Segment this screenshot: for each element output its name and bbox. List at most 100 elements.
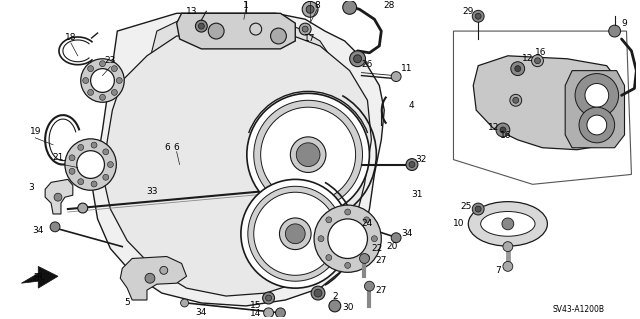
Circle shape	[69, 168, 75, 174]
Circle shape	[503, 242, 513, 252]
Circle shape	[328, 219, 367, 258]
Circle shape	[302, 26, 308, 32]
Circle shape	[476, 206, 481, 212]
Circle shape	[296, 143, 320, 167]
Text: 11: 11	[401, 64, 413, 73]
Circle shape	[343, 0, 356, 14]
Circle shape	[476, 13, 481, 19]
Circle shape	[285, 224, 305, 244]
Text: 12: 12	[488, 123, 500, 132]
Circle shape	[100, 94, 106, 100]
Circle shape	[472, 203, 484, 215]
Circle shape	[262, 292, 275, 304]
Circle shape	[111, 66, 117, 71]
Circle shape	[300, 23, 311, 35]
Circle shape	[371, 236, 378, 242]
Text: 7: 7	[495, 266, 501, 275]
Circle shape	[78, 145, 84, 150]
Circle shape	[510, 94, 522, 106]
Circle shape	[587, 115, 607, 135]
Text: 16: 16	[535, 48, 546, 57]
Text: 27: 27	[376, 286, 387, 295]
Circle shape	[311, 286, 325, 300]
Circle shape	[253, 100, 362, 209]
Ellipse shape	[468, 202, 547, 246]
Circle shape	[302, 1, 318, 17]
Circle shape	[241, 179, 349, 288]
Text: 1: 1	[243, 1, 249, 10]
Text: 29: 29	[463, 7, 474, 16]
Circle shape	[345, 209, 351, 215]
Circle shape	[108, 162, 113, 167]
Circle shape	[54, 193, 62, 201]
Circle shape	[579, 107, 614, 143]
Text: 12: 12	[522, 54, 533, 63]
Text: 9: 9	[621, 19, 627, 28]
Circle shape	[88, 66, 93, 71]
Polygon shape	[150, 19, 335, 122]
Circle shape	[77, 151, 104, 178]
Circle shape	[391, 72, 401, 81]
Circle shape	[305, 180, 315, 190]
Text: 10: 10	[452, 219, 464, 228]
Circle shape	[91, 142, 97, 148]
Circle shape	[532, 55, 543, 67]
Circle shape	[208, 23, 224, 39]
Circle shape	[248, 186, 343, 281]
Text: 34: 34	[196, 308, 207, 317]
Text: 6: 6	[164, 143, 170, 152]
Circle shape	[515, 66, 521, 72]
Circle shape	[409, 162, 415, 167]
Circle shape	[271, 28, 286, 44]
Text: 32: 32	[415, 155, 426, 164]
Text: 21: 21	[52, 153, 64, 162]
Circle shape	[513, 97, 519, 103]
Circle shape	[69, 155, 75, 161]
Circle shape	[314, 205, 381, 272]
Circle shape	[365, 281, 374, 291]
Text: 34: 34	[33, 226, 44, 235]
Text: 33: 33	[146, 187, 157, 196]
Circle shape	[364, 255, 369, 261]
Polygon shape	[21, 266, 58, 288]
Circle shape	[50, 222, 60, 232]
Text: 2: 2	[332, 292, 338, 300]
Circle shape	[391, 233, 401, 243]
Circle shape	[103, 174, 109, 180]
Circle shape	[360, 254, 369, 263]
Circle shape	[145, 273, 155, 283]
Circle shape	[575, 74, 619, 117]
Circle shape	[116, 78, 122, 84]
Text: 23: 23	[105, 56, 116, 65]
Text: 25: 25	[461, 202, 472, 211]
Circle shape	[585, 84, 609, 107]
Text: 24: 24	[362, 219, 373, 228]
Text: 22: 22	[372, 244, 383, 253]
Circle shape	[511, 62, 525, 76]
Circle shape	[280, 218, 311, 249]
Circle shape	[253, 192, 337, 275]
Circle shape	[406, 159, 418, 170]
Circle shape	[83, 78, 89, 84]
Polygon shape	[565, 70, 625, 148]
Text: 18: 18	[65, 33, 77, 41]
Ellipse shape	[481, 211, 535, 236]
Circle shape	[103, 149, 109, 155]
Text: 14: 14	[250, 309, 261, 318]
Circle shape	[291, 137, 326, 173]
Circle shape	[472, 10, 484, 22]
Circle shape	[100, 61, 106, 67]
Circle shape	[500, 127, 506, 133]
Text: 19: 19	[29, 127, 41, 137]
Circle shape	[266, 295, 271, 301]
Circle shape	[306, 5, 314, 13]
Circle shape	[364, 217, 369, 223]
Text: 4: 4	[408, 101, 414, 110]
Circle shape	[326, 217, 332, 223]
Circle shape	[269, 115, 348, 194]
Polygon shape	[120, 256, 186, 300]
Polygon shape	[473, 56, 621, 150]
Circle shape	[91, 181, 97, 187]
Text: 8: 8	[314, 1, 320, 10]
Circle shape	[502, 218, 514, 230]
